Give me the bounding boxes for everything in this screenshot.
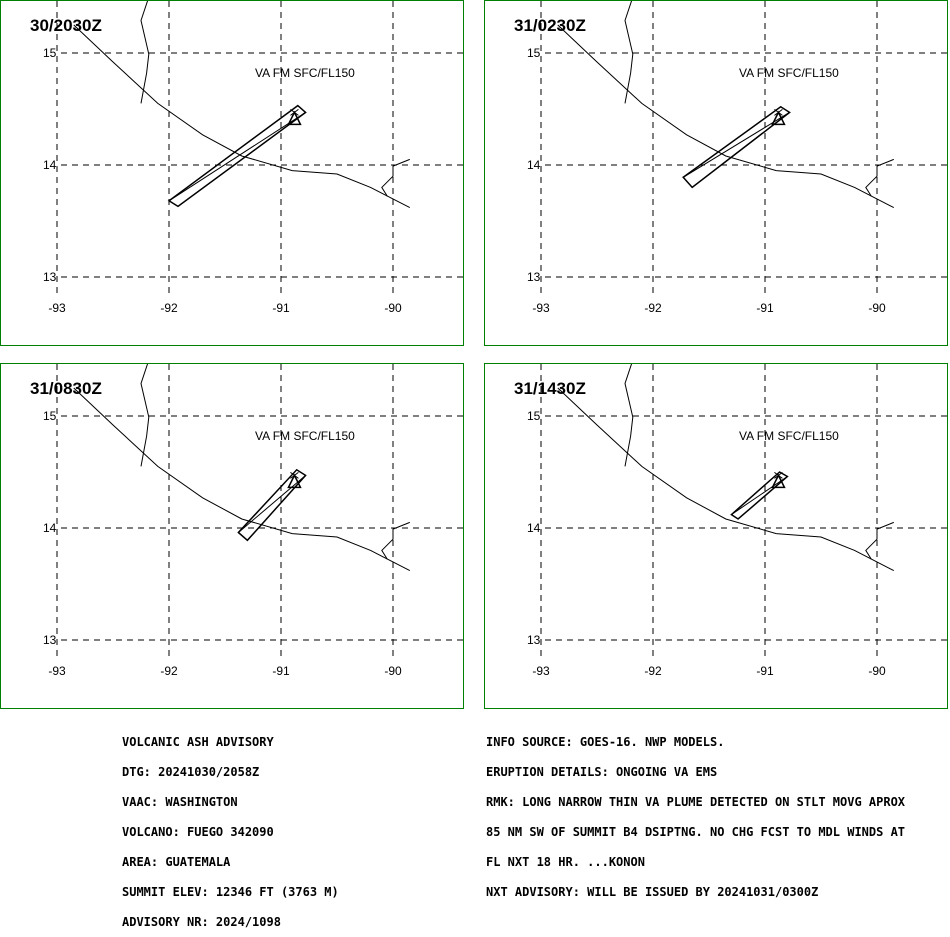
- volcano-icon: [287, 110, 302, 126]
- panel-time: 30/2030Z: [30, 16, 102, 35]
- border-mexico: [624, 1, 634, 104]
- coastline: [73, 24, 411, 209]
- advisory-line: ADVISORY NR: 2024/1098: [122, 915, 281, 929]
- lat-tick-14: 14: [527, 158, 541, 172]
- border-el-salvador: [381, 158, 410, 197]
- map-panel-4: 31/1430Z VA FM SFC/FL150 15 14 13 -93 -9…: [484, 363, 948, 709]
- lon-tick-91: -91: [272, 664, 290, 678]
- lon-tick-92: -92: [644, 301, 662, 315]
- lon-tick-91: -91: [272, 301, 290, 315]
- lat-tick-15: 15: [43, 46, 57, 60]
- ash-plume-centerline: [682, 111, 790, 178]
- advisory-line: INFO SOURCE: GOES-16. NWP MODELS.: [486, 735, 725, 749]
- volcano-icon: [771, 110, 786, 126]
- advisory-line: SUMMIT ELEV: 12346 FT (3763 M): [122, 885, 339, 899]
- advisory-remarks-block: INFO SOURCE: GOES-16. NWP MODELS. ERUPTI…: [486, 717, 905, 907]
- map-panel-2: 31/0230Z VA FM SFC/FL150 15 14 13 -93 -9…: [484, 0, 948, 346]
- volcano-mark: [290, 108, 299, 116]
- ash-plume-centerline: [731, 476, 788, 515]
- lat-tick-14: 14: [43, 158, 57, 172]
- advisory-header-block: VOLCANIC ASH ADVISORY DTG: 20241030/2058…: [122, 717, 339, 937]
- advisory-line: ERUPTION DETAILS: ONGOING VA EMS: [486, 765, 718, 779]
- map-canvas-2: [540, 1, 947, 297]
- advisory-line: AREA: GUATEMALA: [122, 855, 231, 869]
- lat-tick-15: 15: [527, 46, 541, 60]
- altitude-label: VA FM SFC/FL150: [255, 429, 355, 443]
- panel-time: 31/1430Z: [514, 379, 586, 398]
- advisory-line: NXT ADVISORY: WILL BE ISSUED BY 20241031…: [486, 885, 819, 899]
- map-canvas-1: [56, 1, 463, 297]
- ash-plume-centerline: [168, 111, 306, 202]
- map-canvas-4: [540, 364, 947, 660]
- lon-tick-91: -91: [756, 664, 774, 678]
- advisory-line: VOLCANIC ASH ADVISORY: [122, 735, 274, 749]
- coastline: [73, 387, 411, 572]
- lat-tick-13: 13: [43, 633, 57, 647]
- panel-time: 31/0230Z: [514, 16, 586, 35]
- ash-plume-area: [237, 468, 307, 542]
- volcano-mark: [774, 108, 783, 116]
- lat-tick-14: 14: [43, 521, 57, 535]
- lat-tick-13: 13: [43, 270, 57, 284]
- border-mexico: [624, 364, 634, 467]
- volcano-icon: [771, 473, 786, 489]
- map-canvas-3: [56, 364, 463, 660]
- panel-time: 31/0830Z: [30, 379, 102, 398]
- altitude-label: VA FM SFC/FL150: [739, 429, 839, 443]
- lat-tick-15: 15: [43, 409, 57, 423]
- altitude-label: VA FM SFC/FL150: [739, 66, 839, 80]
- border-mexico: [140, 1, 150, 104]
- lon-tick-93: -93: [532, 664, 550, 678]
- border-el-salvador: [381, 521, 410, 560]
- advisory-line: RMK: LONG NARROW THIN VA PLUME DETECTED …: [486, 795, 906, 809]
- advisory-line: VAAC: WASHINGTON: [122, 795, 238, 809]
- volcano-icon: [287, 473, 302, 489]
- lon-tick-93: -93: [48, 301, 66, 315]
- lon-tick-90: -90: [384, 301, 402, 315]
- lon-tick-92: -92: [644, 664, 662, 678]
- lon-tick-93: -93: [532, 301, 550, 315]
- border-mexico: [140, 364, 150, 467]
- coastline: [557, 24, 895, 209]
- ash-plume-centerline: [238, 474, 306, 533]
- lon-tick-90: -90: [868, 301, 886, 315]
- lon-tick-91: -91: [756, 301, 774, 315]
- volcano-mark: [290, 471, 299, 479]
- ash-plume-area: [167, 104, 307, 208]
- altitude-label: VA FM SFC/FL150: [255, 66, 355, 80]
- lat-tick-15: 15: [527, 409, 541, 423]
- advisory-line: 85 NM SW OF SUMMIT B4 DSIPTNG. NO CHG FC…: [486, 825, 906, 839]
- lon-tick-90: -90: [384, 664, 402, 678]
- volcano-mark: [774, 471, 783, 479]
- border-el-salvador: [865, 521, 894, 560]
- ash-plume-area: [682, 105, 791, 189]
- coastline: [557, 387, 895, 572]
- map-panel-1: 30/2030Z VA FM SFC/FL150 15 14 13 -93 -9…: [0, 0, 464, 346]
- map-panel-3: 31/0830Z VA FM SFC/FL150 15 14 13 -93 -9…: [0, 363, 464, 709]
- advisory-line: FL NXT 18 HR. ...KONON: [486, 855, 645, 869]
- lon-tick-92: -92: [160, 664, 178, 678]
- lat-tick-13: 13: [527, 270, 541, 284]
- advisory-line: VOLCANO: FUEGO 342090: [122, 825, 274, 839]
- border-el-salvador: [865, 158, 894, 197]
- advisory-line: DTG: 20241030/2058Z: [122, 765, 260, 779]
- lon-tick-92: -92: [160, 301, 178, 315]
- lon-tick-93: -93: [48, 664, 66, 678]
- lat-tick-14: 14: [527, 521, 541, 535]
- lon-tick-90: -90: [868, 664, 886, 678]
- lat-tick-13: 13: [527, 633, 541, 647]
